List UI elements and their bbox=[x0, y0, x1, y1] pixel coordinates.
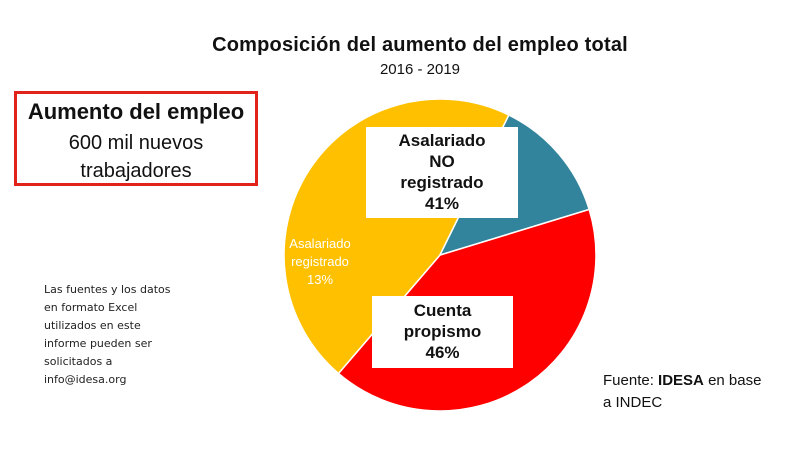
source-suffix: en base a INDEC bbox=[603, 372, 762, 411]
slice-label-no-registrado: Asalariado NO registrado 41% bbox=[366, 127, 518, 218]
employment-callout-box: Aumento del empleo 600 mil nuevos trabaj… bbox=[14, 91, 258, 186]
chart-title: Composición del aumento del empleo total bbox=[212, 34, 628, 56]
source-org: IDESA bbox=[658, 372, 704, 389]
callout-body: 600 mil nuevos trabajadores bbox=[68, 132, 204, 182]
slice-value-label: 13% bbox=[306, 272, 334, 287]
slice-label-cuenta-propismo: Cuenta propismo 46% bbox=[372, 296, 513, 368]
callout-title: Aumento del empleo bbox=[27, 99, 245, 124]
slice-label-line: Cuenta bbox=[413, 301, 472, 320]
slice-value-label: 46% bbox=[425, 343, 460, 362]
slice-label-line: NO bbox=[429, 152, 455, 171]
data-sources-note: Las fuentes y los datos en formato Excel… bbox=[44, 283, 171, 386]
slice-label-line: Asalariado bbox=[289, 236, 351, 251]
chart-subtitle: 2016 - 2019 bbox=[379, 61, 461, 78]
slice-label-line: registrado bbox=[400, 173, 484, 192]
slice-label-line: registrado bbox=[291, 254, 349, 269]
source-credit: Fuente: IDESA en base a INDEC bbox=[603, 370, 773, 414]
source-prefix: Fuente: bbox=[603, 372, 654, 389]
slice-label-line: propismo bbox=[403, 322, 482, 341]
slice-label-line: Asalariado bbox=[398, 131, 486, 150]
slice-value-label: 41% bbox=[424, 194, 460, 213]
slice-label-registrado: Asalariado registrado 13% bbox=[270, 235, 370, 289]
